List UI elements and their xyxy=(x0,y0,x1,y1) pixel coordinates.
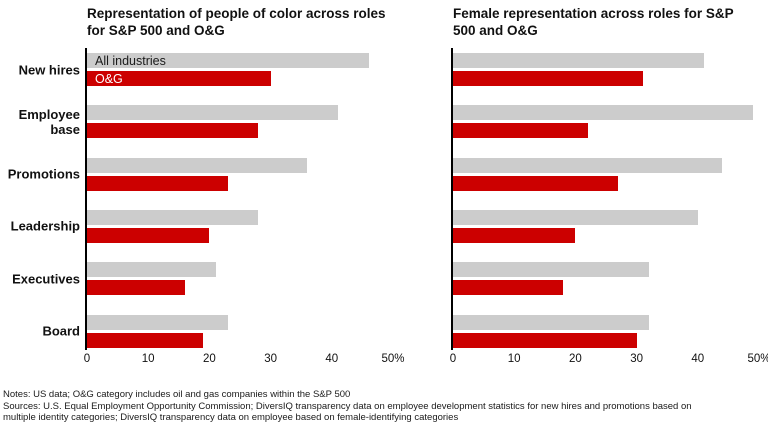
bar-all-industries xyxy=(87,209,259,225)
bar-og xyxy=(453,175,619,191)
notes-line: Notes: US data; O&G category includes oi… xyxy=(3,389,351,400)
bar-all-industries xyxy=(453,105,753,121)
left-chart-title: Representation of people of color across… xyxy=(87,6,386,38)
category-labels-column: New hires Employee base Promotions Leadersh… xyxy=(0,48,80,350)
category-label: Promotions xyxy=(7,166,80,182)
bar-all-industries: All industries xyxy=(87,53,369,68)
left-chart-plot-area: All industries O&G xyxy=(85,48,393,350)
category-label: Leadership xyxy=(10,218,80,234)
x-axis-tick-label: 20 xyxy=(568,353,582,365)
bar-all-industries xyxy=(453,262,649,278)
x-axis-tick-label: 20 xyxy=(202,353,216,365)
bar-all-industries xyxy=(453,157,723,173)
bar-og xyxy=(453,227,576,243)
bar-og xyxy=(453,280,564,296)
sources-line-2: multiple identity categories; DiversIQ t… xyxy=(3,412,459,423)
left-y-axis-line xyxy=(85,48,87,350)
left-x-axis-ticks: 0 10 20 30 40 50% xyxy=(83,353,405,367)
sources-line-1: Sources: U.S. Equal Employment Opportuni… xyxy=(3,400,692,412)
bar-og: O&G xyxy=(87,71,271,86)
x-axis-tick-label: 50% xyxy=(747,353,768,365)
x-axis-tick-label: 0 xyxy=(449,353,457,365)
bar-og xyxy=(87,123,259,139)
x-axis-tick-label: 10 xyxy=(507,353,521,365)
category-label: New hires xyxy=(18,62,80,77)
bar-og xyxy=(87,332,204,348)
category-label: Board xyxy=(42,323,80,339)
x-axis-tick-label: 0 xyxy=(83,353,91,365)
bar-og xyxy=(87,227,210,243)
right-x-axis-ticks: 0 10 20 30 40 50% xyxy=(449,353,768,367)
bar-og xyxy=(87,175,228,191)
bar-all-industries xyxy=(453,53,704,68)
footnotes: Notes: US data; O&G category includes oi… xyxy=(3,389,767,424)
x-axis-tick-label: 40 xyxy=(325,353,339,365)
bar-all-industries xyxy=(453,209,698,225)
right-y-axis-line xyxy=(451,48,453,350)
right-chart-title: Female representation across roles for S… xyxy=(453,6,734,38)
category-label: Executives xyxy=(12,271,80,287)
bar-all-industries xyxy=(87,314,228,330)
legend-label-all-industries: All industries xyxy=(95,53,166,68)
category-label: Employee base xyxy=(18,106,80,137)
x-axis-tick-label: 10 xyxy=(141,353,155,365)
bar-all-industries xyxy=(87,105,338,121)
bar-all-industries xyxy=(87,262,216,278)
right-chart-plot-area xyxy=(451,48,759,350)
bar-all-industries xyxy=(87,157,308,173)
legend-label-og: O&G xyxy=(95,71,123,86)
x-axis-tick-label: 30 xyxy=(630,353,643,365)
x-axis-tick-label: 30 xyxy=(264,353,277,365)
bar-og xyxy=(87,280,185,296)
bar-og xyxy=(453,123,588,139)
x-axis-tick-label: 50% xyxy=(381,353,405,365)
x-axis-tick-label: 40 xyxy=(691,353,705,365)
bar-og xyxy=(453,71,643,86)
bar-all-industries xyxy=(453,314,649,330)
bar-og xyxy=(453,332,637,348)
